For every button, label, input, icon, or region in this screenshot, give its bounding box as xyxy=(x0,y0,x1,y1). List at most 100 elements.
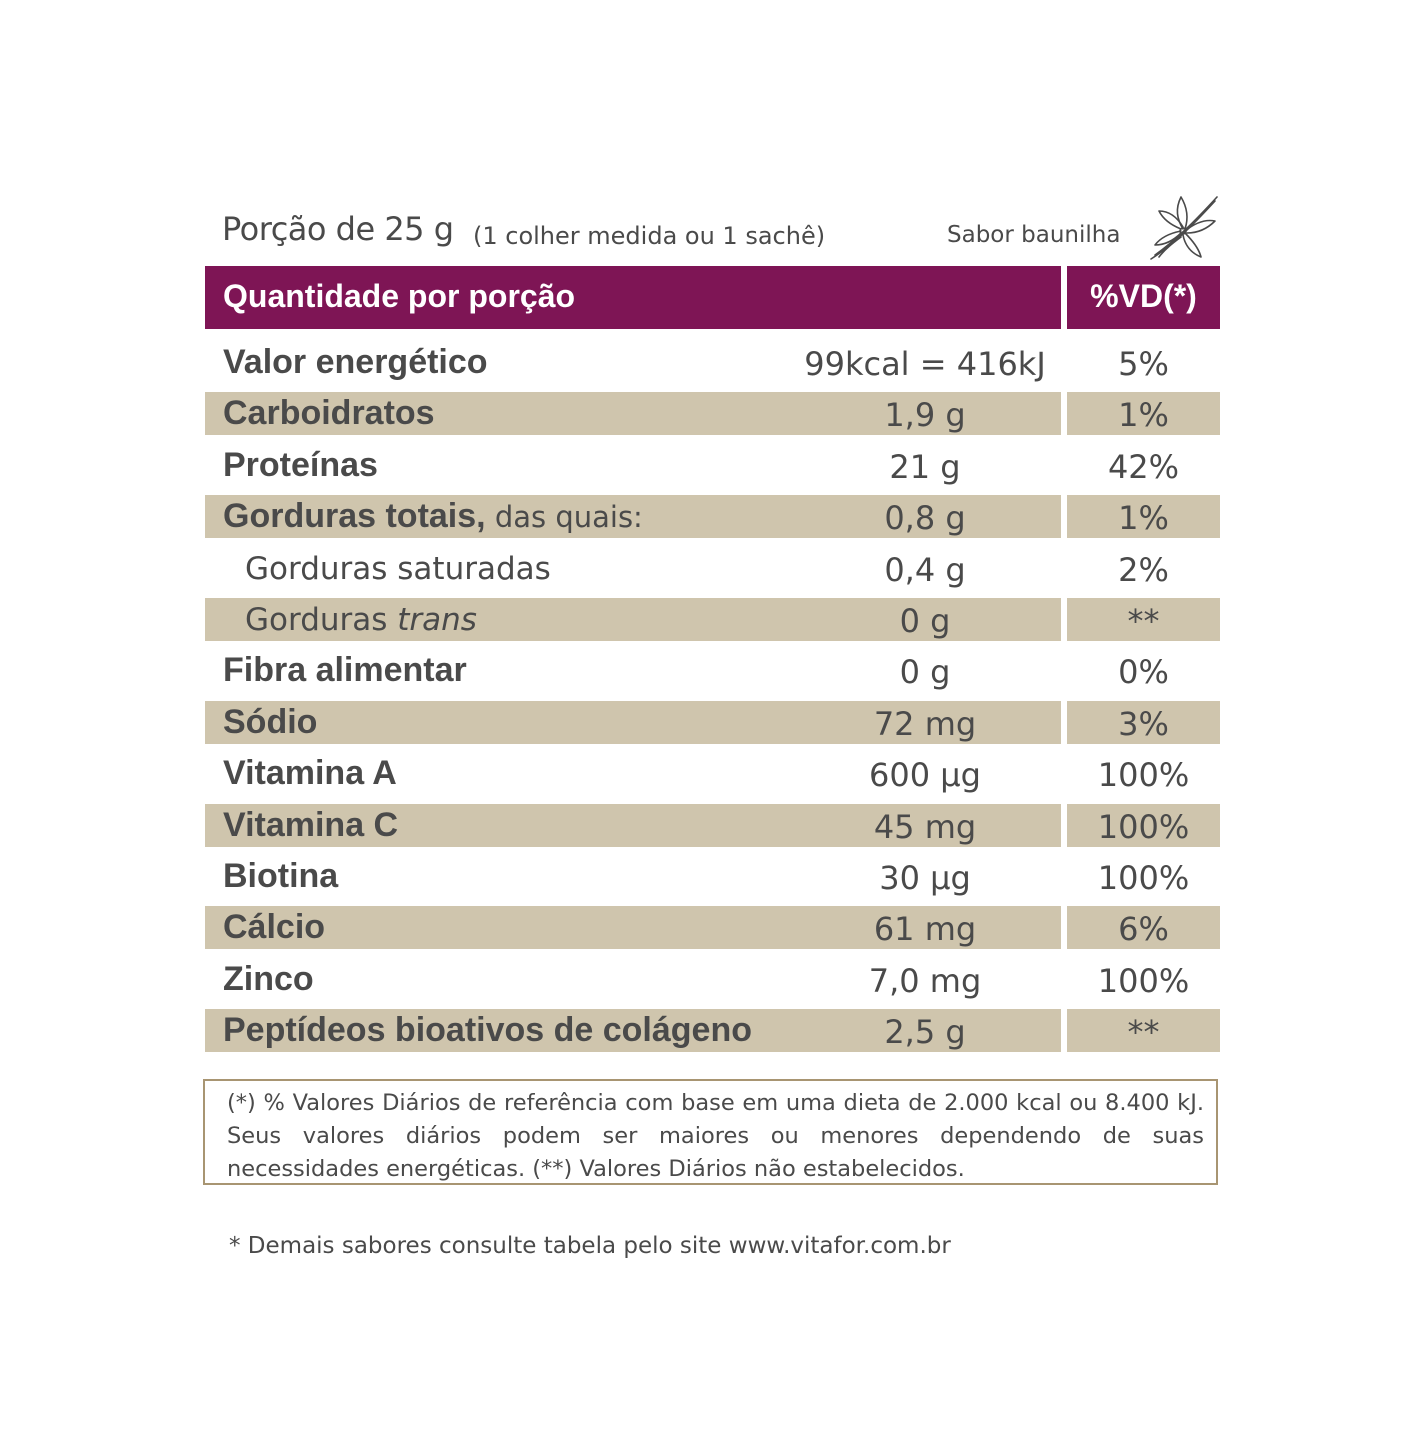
nutrient-amount: 30 µg xyxy=(879,858,971,897)
table-row: Zinco 7,0 mg 100% xyxy=(205,954,1220,1005)
footnote-text: (*) % Valores Diários de referência com … xyxy=(227,1090,1204,1182)
row-background-vd xyxy=(1067,1009,1220,1053)
nutrient-name: Fibra alimentar xyxy=(223,651,467,690)
nutrient-name-text: Fibra alimentar xyxy=(223,651,467,690)
nutrient-rows: Valor energético 99kcal = 416kJ 5% Carboidr… xyxy=(205,337,1220,1056)
nutrient-name-text: Gorduras totais, xyxy=(223,497,486,536)
nutrient-amount: 0,4 g xyxy=(884,550,966,589)
table-row: Peptídeos bioativos de colágeno 2,5 g ** xyxy=(205,1005,1220,1056)
nutrient-name-text: Zinco xyxy=(223,959,314,998)
nutrition-label: Porção de 25 g (1 colher medida ou 1 sac… xyxy=(205,185,1220,1053)
table-row: Gorduras totais, das quais: 0,8 g 1% xyxy=(205,491,1220,542)
table-row: Gorduras saturadas 0,4 g 2% xyxy=(205,543,1220,594)
table-row: Biotina 30 µg 100% xyxy=(205,851,1220,902)
nutrient-amount: 0 g xyxy=(899,601,951,640)
nutrient-vd: 5% xyxy=(1118,345,1169,383)
row-background xyxy=(205,597,1061,641)
nutrient-name-text: Proteínas xyxy=(223,445,378,484)
table-row: Fibra alimentar 0 g 0% xyxy=(205,645,1220,696)
header-vd: %VD(*) xyxy=(1067,266,1220,329)
nutrient-name: Zinco xyxy=(223,960,314,999)
nutrient-vd: 100% xyxy=(1097,858,1190,897)
nutrient-name: Sódio xyxy=(223,703,317,742)
nutrient-vd: 1% xyxy=(1118,396,1169,435)
nutrient-vd: 6% xyxy=(1118,910,1169,949)
nutrient-amount: 7,0 mg xyxy=(868,961,982,1000)
nutrient-amount: 45 mg xyxy=(873,807,977,846)
nutrient-name-suffix: das quais: xyxy=(485,500,643,535)
table-row: Gorduras trans 0 g ** xyxy=(205,594,1220,645)
nutrient-name-text: Gorduras saturadas xyxy=(245,550,551,587)
nutrient-amount: 0,8 g xyxy=(884,499,966,538)
nutrient-vd: 2% xyxy=(1118,550,1169,589)
table-row: Carboidratos 1,9 g 1% xyxy=(205,388,1220,439)
row-background-vd xyxy=(1067,803,1220,847)
nutrient-name: Gorduras saturadas xyxy=(245,551,551,587)
nutrient-amount: 0 g xyxy=(899,653,951,692)
serving-line: Porção de 25 g (1 colher medida ou 1 sac… xyxy=(205,185,1220,265)
nutrient-name: Cálcio xyxy=(223,908,325,947)
nutrient-vd: 42% xyxy=(1107,447,1180,486)
nutrient-name: Proteínas xyxy=(223,446,378,485)
nutrient-name: Valor energético xyxy=(223,343,488,382)
nutrient-name-text: Sódio xyxy=(223,702,318,741)
flavor-label: Sabor baunilha xyxy=(947,222,1121,248)
footnote-box: (*) % Valores Diários de referência com … xyxy=(203,1079,1218,1185)
nutrient-name-text: Valor energético xyxy=(223,343,488,381)
row-background xyxy=(205,906,1061,950)
nutrient-vd: 100% xyxy=(1097,756,1190,795)
nutrient-name: Peptídeos bioativos de colágeno xyxy=(223,1011,752,1050)
row-background-vd xyxy=(1067,392,1220,436)
header-quantity: Quantidade por porção xyxy=(205,266,1061,329)
nutrient-name: Gorduras trans xyxy=(245,602,477,638)
nutrient-amount: 21 g xyxy=(889,447,961,486)
nutrient-vd: ** xyxy=(1127,1013,1160,1052)
row-background-vd xyxy=(1067,495,1220,539)
table-row: Vitamina A 600 µg 100% xyxy=(205,748,1220,799)
table-row: Valor energético 99kcal = 416kJ 5% xyxy=(205,337,1220,388)
table-row: Sódio 72 mg 3% xyxy=(205,697,1220,748)
nutrient-amount: 61 mg xyxy=(873,910,977,949)
nutrient-name: Vitamina A xyxy=(223,754,397,793)
nutrient-name-text: Gorduras xyxy=(245,601,398,638)
row-background xyxy=(205,700,1061,744)
header-quantity-label: Quantidade por porção xyxy=(223,278,576,314)
header-vd-label: %VD(*) xyxy=(1090,278,1197,314)
table-row: Cálcio 61 mg 6% xyxy=(205,902,1220,953)
row-background xyxy=(205,803,1061,847)
row-background xyxy=(205,1009,1061,1053)
row-background xyxy=(205,495,1061,539)
nutrient-vd: 0% xyxy=(1118,653,1169,692)
nutrient-amount: 72 mg xyxy=(873,704,977,743)
serving-size: Porção de 25 g xyxy=(222,210,454,248)
serving-detail: (1 colher medida ou 1 sachê) xyxy=(473,222,826,250)
nutrient-amount: 2,5 g xyxy=(884,1013,966,1052)
nutrient-amount: 600 µg xyxy=(869,756,981,795)
nutrient-vd: 100% xyxy=(1097,961,1190,1000)
nutrient-amount: 1,9 g xyxy=(884,396,966,435)
row-background-vd xyxy=(1067,906,1220,950)
nutrient-vd: 100% xyxy=(1097,807,1190,846)
nutrient-name-text: Vitamina C xyxy=(223,805,399,844)
nutrient-name-text: Carboidratos xyxy=(223,394,435,433)
nutrient-vd: ** xyxy=(1127,601,1160,640)
row-background-vd xyxy=(1067,700,1220,744)
nutrient-name: Vitamina C xyxy=(223,806,398,845)
nutrient-name-text: Cálcio xyxy=(223,908,326,947)
nutrient-name-text: Peptídeos bioativos de colágeno xyxy=(223,1011,752,1050)
nutrient-name-text: Biotina xyxy=(223,856,339,895)
row-background xyxy=(205,392,1061,436)
nutrient-amount: 99kcal = 416kJ xyxy=(804,345,1046,383)
table-row: Vitamina C 45 mg 100% xyxy=(205,800,1220,851)
nutrient-vd: 1% xyxy=(1118,499,1169,538)
nutrient-name-text: Vitamina A xyxy=(223,754,397,793)
nutrient-name-italic: trans xyxy=(397,601,477,638)
nutrient-name: Gorduras totais, das quais: xyxy=(223,497,643,536)
nutrient-vd: 3% xyxy=(1118,704,1169,743)
table-header: Quantidade por porção %VD(*) xyxy=(205,266,1220,329)
vanilla-flower-icon xyxy=(1150,196,1218,260)
table-row: Proteínas 21 g 42% xyxy=(205,440,1220,491)
nutrient-name: Carboidratos xyxy=(223,394,435,433)
nutrient-name: Biotina xyxy=(223,857,338,896)
row-background-vd xyxy=(1067,597,1220,641)
